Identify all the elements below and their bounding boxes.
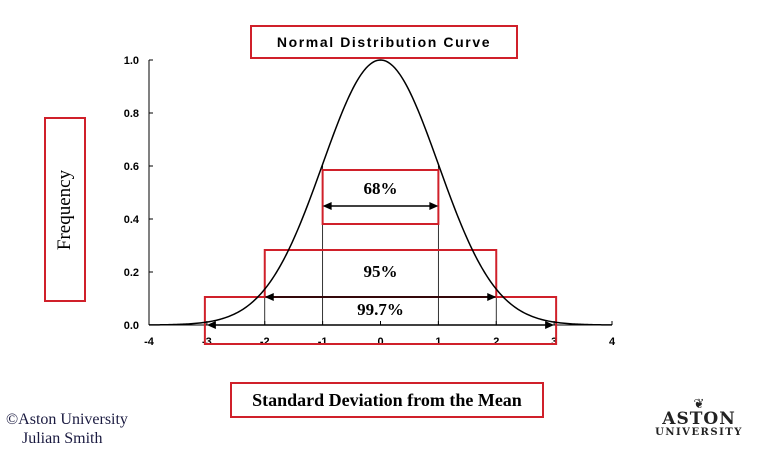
- arrow-head-right: [487, 293, 497, 301]
- x-tick-label: -2: [260, 336, 270, 348]
- arrow-head-right: [545, 321, 555, 329]
- crest-icon: ❦: [693, 397, 705, 412]
- annotation-label: 95%: [364, 262, 398, 281]
- chart-curve-layer: [148, 59, 613, 329]
- x-tick-label: 0: [377, 336, 383, 348]
- x-tick-label: -3: [202, 336, 212, 348]
- x-tick-label: 4: [609, 336, 616, 348]
- arrow-head-right: [429, 202, 439, 210]
- y-axis-label-box: Frequency: [44, 117, 86, 302]
- x-axis-label-box: Standard Deviation from the Mean: [230, 382, 544, 418]
- normal-curve: [148, 59, 613, 326]
- arrow-head-left: [264, 293, 274, 301]
- x-tick-label: -1: [318, 336, 328, 348]
- copyright-text: ©Aston University: [6, 411, 128, 428]
- x-axis-label: Standard Deviation from the Mean: [252, 389, 522, 410]
- y-tick-label: 0.4: [124, 214, 140, 226]
- y-axis-label: Frequency: [54, 169, 76, 250]
- x-tick-label: -4: [144, 336, 155, 348]
- x-tick-label: 2: [493, 336, 499, 348]
- chart-annotation-labels: 68% 95% 99.7%: [357, 179, 404, 319]
- copyright-block: ©Aston University Julian Smith: [6, 410, 128, 448]
- arrow-head-left: [322, 202, 332, 210]
- y-tick-label: 0.0: [124, 320, 139, 332]
- y-tick-label: 1.0: [124, 55, 139, 67]
- x-tick-label: 1: [435, 336, 441, 348]
- chart-title-box: Normal Distribution Curve: [250, 25, 518, 59]
- x-tick-label: 3: [551, 336, 557, 348]
- arrow-head-left: [206, 321, 216, 329]
- chart-title: Normal Distribution Curve: [276, 34, 492, 50]
- annotation-label: 99.7%: [357, 300, 404, 319]
- annotation-label: 68%: [364, 179, 398, 198]
- y-tick-label: 0.8: [124, 108, 139, 120]
- y-tick-label: 0.6: [124, 161, 139, 173]
- y-tick-label: 0.2: [124, 267, 139, 279]
- logo-text-university: UNIVERSITY: [655, 427, 743, 438]
- logo-text-aston: ASTON: [662, 409, 736, 429]
- author-text: Julian Smith: [22, 430, 103, 447]
- aston-university-logo: ❦ ASTON UNIVERSITY: [646, 398, 752, 444]
- annotation-box: [321, 169, 440, 225]
